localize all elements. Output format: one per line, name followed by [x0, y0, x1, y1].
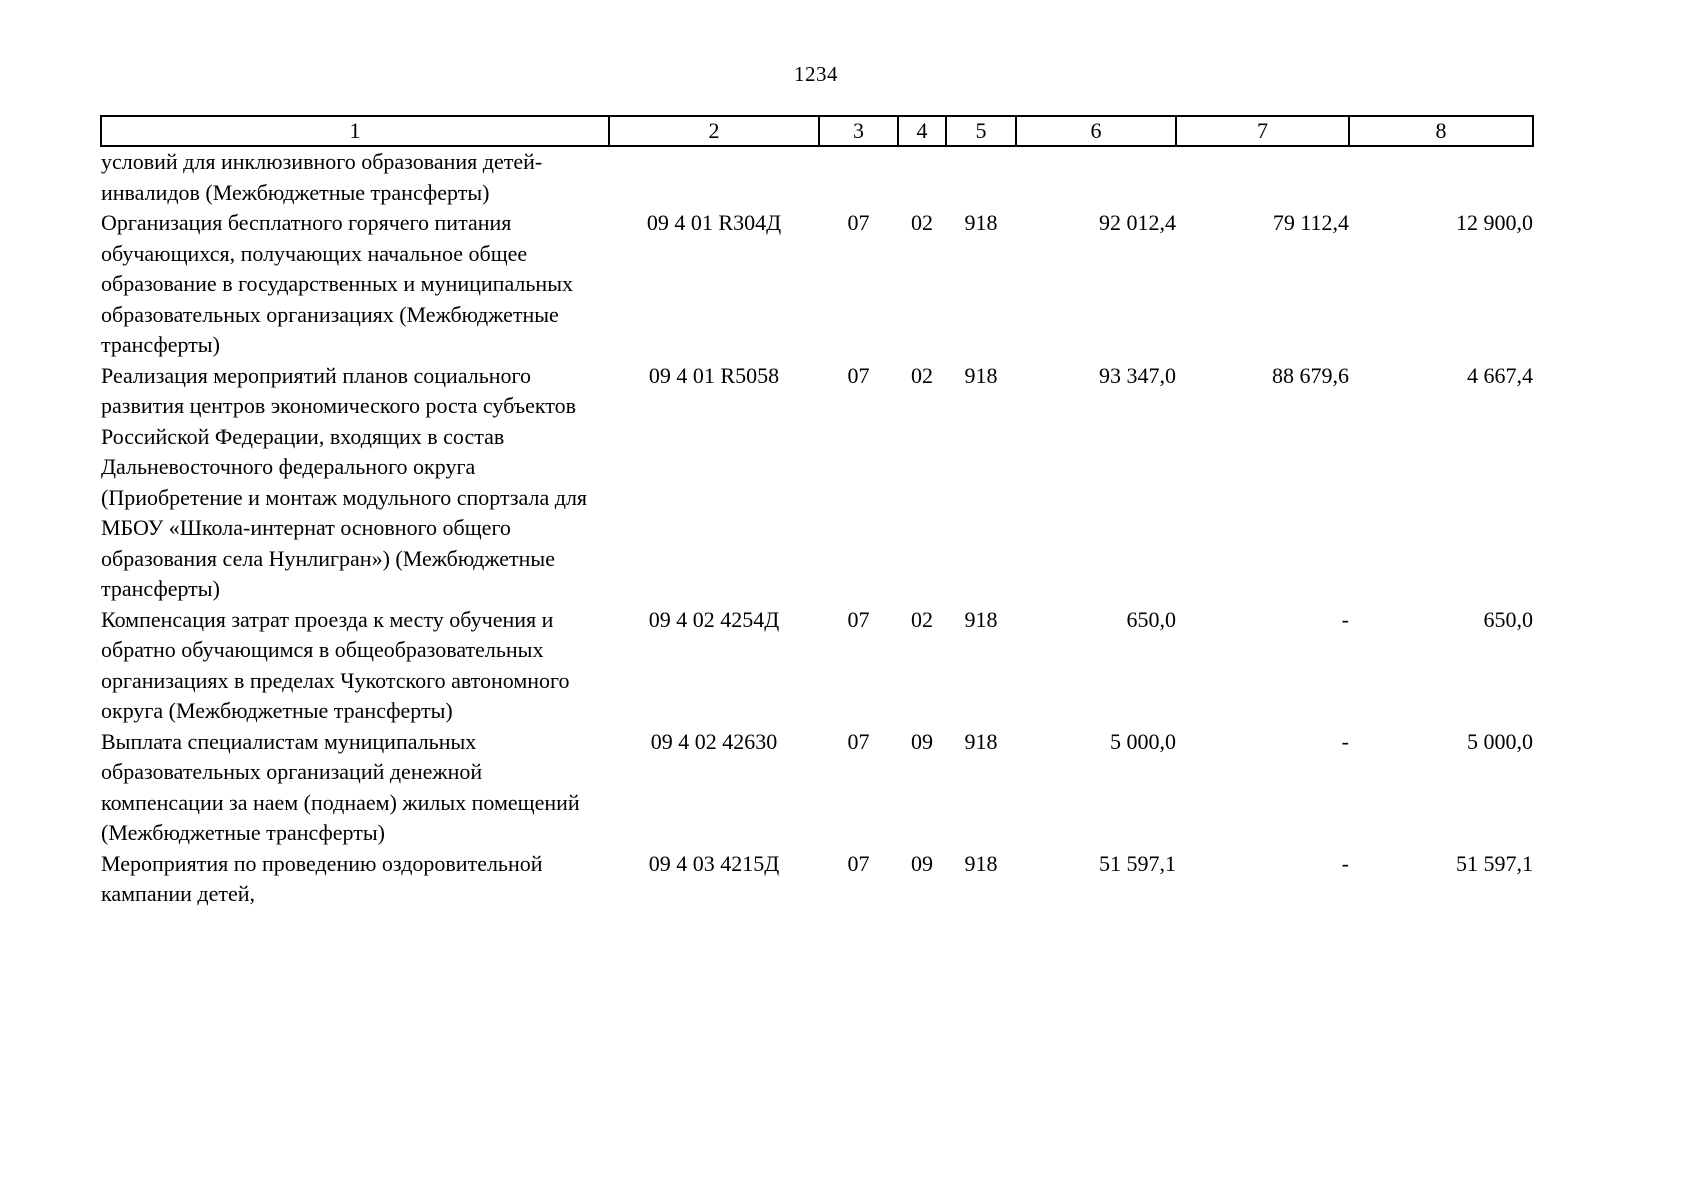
table-row: Реализация мероприятий планов социальног… — [101, 361, 1533, 605]
cell-col3: 07 — [847, 850, 870, 876]
cell-code: 09 4 03 4215Д — [648, 850, 780, 876]
cell-col8: 4 667,4 — [1467, 362, 1533, 388]
cell-col4: 09 — [911, 728, 933, 754]
cell-col7 — [1176, 146, 1349, 208]
cell-code: 09 4 01 R304Д — [646, 210, 782, 235]
cell-col7: 79 112,4 — [1272, 210, 1349, 235]
cell-col3 — [819, 146, 898, 208]
cell-col6: 5 000,0 — [1110, 728, 1176, 754]
column-header-5: 5 — [945, 115, 1017, 147]
column-header-8: 8 — [1348, 115, 1534, 147]
column-header-7: 7 — [1175, 115, 1350, 147]
cell-name: Организация бесплатного горячего питания… — [101, 210, 573, 357]
cell-col6: 51 597,1 — [1099, 850, 1176, 876]
column-header-6: 6 — [1015, 115, 1177, 147]
cell-code: 09 4 01 R5058 — [648, 362, 780, 388]
cell-col5: 918 — [964, 210, 998, 235]
cell-code — [609, 146, 819, 208]
cell-col6: 650,0 — [1126, 606, 1177, 632]
column-header-4: 4 — [897, 115, 947, 147]
cell-col4: 02 — [911, 606, 933, 632]
cell-col5: 918 — [964, 728, 998, 754]
cell-col5 — [946, 146, 1016, 208]
cell-col3: 07 — [847, 362, 870, 388]
cell-col8: 12 900,0 — [1456, 210, 1533, 235]
budget-table: 1 2 3 4 5 6 7 8 условий для инклюзивного… — [100, 115, 1534, 910]
cell-col7: - — [1341, 728, 1349, 754]
table-row: Организация бесплатного горячего питания… — [101, 208, 1533, 361]
cell-col4: 02 — [911, 210, 933, 235]
column-header-2: 2 — [608, 115, 820, 147]
table-row: Компенсация затрат проезда к месту обуче… — [101, 605, 1533, 727]
cell-col7: - — [1341, 850, 1349, 876]
cell-col5: 918 — [964, 362, 998, 388]
cell-col3: 07 — [847, 606, 870, 632]
cell-col6: 93 347,0 — [1099, 362, 1176, 388]
cell-name: условий для инклюзивного образования дет… — [101, 149, 543, 205]
cell-col4: 02 — [911, 362, 933, 388]
table-row: Выплата специалистам муниципальных образ… — [101, 727, 1533, 849]
cell-code: 09 4 02 42630 — [650, 728, 778, 754]
cell-col4 — [898, 146, 946, 208]
cell-name: Компенсация затрат проезда к месту обуче… — [101, 606, 570, 724]
column-header-1: 1 — [100, 115, 610, 147]
cell-col7: 88 679,6 — [1272, 362, 1349, 388]
cell-col6 — [1016, 146, 1176, 208]
page-number: 1234 — [794, 62, 838, 86]
cell-name: Выплата специалистам муниципальных образ… — [101, 728, 580, 846]
cell-col8: 51 597,1 — [1456, 850, 1533, 876]
cell-col3: 07 — [847, 210, 870, 235]
cell-col7: - — [1341, 606, 1349, 632]
table-header-row: 1 2 3 4 5 6 7 8 — [100, 115, 1534, 147]
cell-col8: 5 000,0 — [1467, 728, 1533, 754]
cell-code: 09 4 02 4254Д — [648, 606, 780, 632]
table-row: условий для инклюзивного образования дет… — [101, 146, 1533, 208]
column-header-3: 3 — [818, 115, 899, 147]
cell-col4: 09 — [911, 850, 933, 876]
cell-col8 — [1349, 146, 1533, 208]
cell-name: Мероприятия по проведению оздоровительно… — [101, 850, 543, 907]
cell-col5: 918 — [964, 850, 998, 876]
cell-name: Реализация мероприятий планов социальног… — [101, 362, 588, 602]
cell-col8: 650,0 — [1483, 606, 1534, 632]
cell-col6: 92 012,4 — [1099, 210, 1176, 235]
cell-col5: 918 — [964, 606, 998, 632]
cell-col3: 07 — [847, 728, 870, 754]
table-row: Мероприятия по проведению оздоровительно… — [101, 849, 1533, 910]
